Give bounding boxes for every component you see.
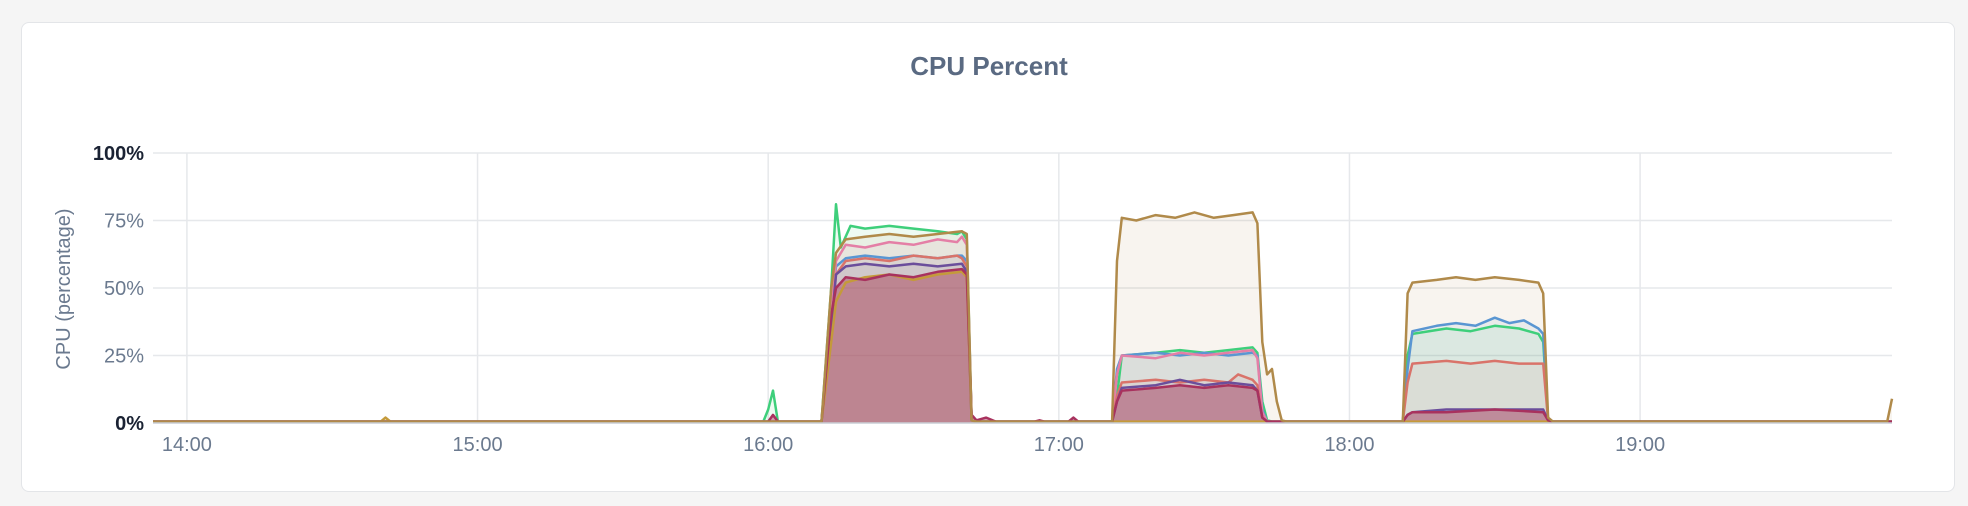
series-area (153, 236, 1892, 423)
series-line (153, 254, 1892, 423)
series-area (153, 269, 1892, 423)
y-tick-label: 25% (104, 346, 144, 368)
series-line (153, 254, 1892, 423)
series-line (153, 235, 1892, 423)
x-tick-label: 17:00 (1034, 434, 1084, 456)
x-tick-label: 19:00 (1615, 434, 1665, 456)
y-tick-label: 50% (104, 278, 144, 300)
axes: 0% 25% 50% 75% 100% 14:00 15:00 16:00 17:00 18:00… (93, 143, 1892, 456)
x-tick-label: 16:00 (743, 434, 793, 456)
x-tick-label: 18:00 (1324, 434, 1374, 456)
series-line (153, 203, 1892, 423)
chart-card: CPU Percent CPU (percentage) 0% 25% 50% 75%… (21, 22, 1955, 492)
series-area (153, 255, 1892, 423)
series-lines (153, 203, 1894, 423)
y-tick-label: 75% (104, 211, 144, 233)
series-area (153, 212, 1892, 423)
series-area (153, 271, 1892, 423)
series-area (153, 255, 1892, 423)
y-axis-label: CPU (percentage) (53, 208, 75, 369)
grid (153, 152, 1892, 423)
y-tick-label: 100% (93, 143, 144, 165)
series-line (153, 262, 1892, 423)
y-tick-label: 0% (115, 413, 144, 435)
chart-title: CPU Percent (910, 51, 1068, 81)
series-line (153, 270, 1892, 423)
series-line (153, 267, 1892, 423)
x-tick-label: 15:00 (453, 434, 503, 456)
series-area (153, 204, 1892, 423)
series-line (153, 211, 1894, 423)
x-tick-label: 14:00 (162, 434, 212, 456)
series-areas (153, 204, 1892, 423)
cpu-chart: CPU Percent CPU (percentage) 0% 25% 50% 75%… (53, 51, 1894, 456)
